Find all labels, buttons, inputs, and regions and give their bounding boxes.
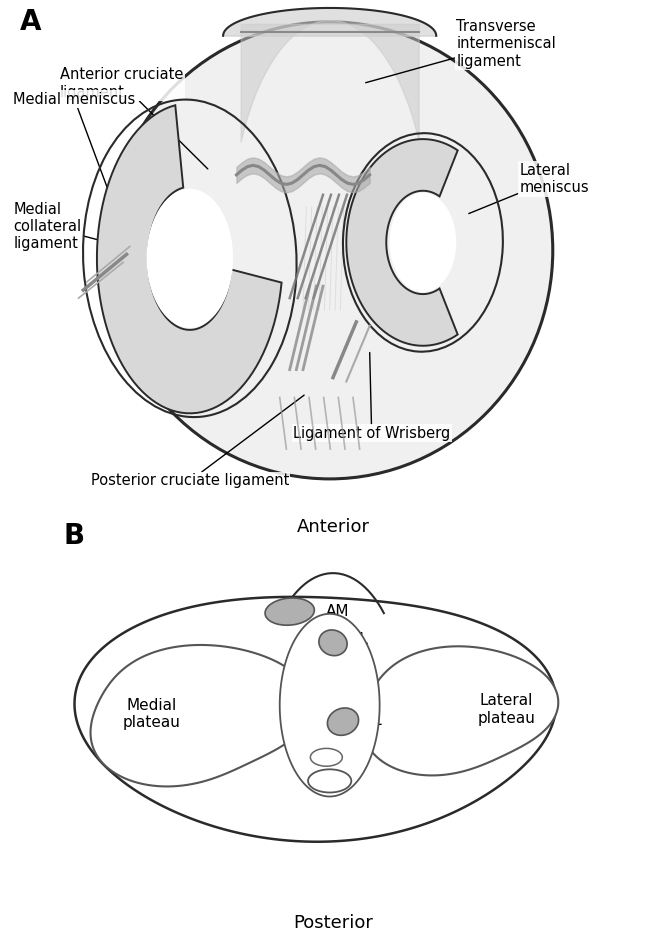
- Text: ACL: ACL: [302, 650, 321, 680]
- Polygon shape: [362, 647, 558, 775]
- Polygon shape: [223, 8, 436, 36]
- Text: Posterior cruciate ligament: Posterior cruciate ligament: [91, 395, 304, 488]
- Polygon shape: [75, 597, 556, 842]
- Text: PL: PL: [365, 713, 383, 728]
- Text: Anterior: Anterior: [296, 518, 370, 536]
- Ellipse shape: [390, 192, 456, 292]
- Text: B: B: [63, 522, 85, 551]
- Ellipse shape: [147, 189, 233, 328]
- Text: PM: PM: [312, 750, 334, 765]
- Ellipse shape: [310, 748, 342, 766]
- Ellipse shape: [265, 598, 314, 626]
- Text: AM: AM: [326, 604, 350, 619]
- Text: A: A: [20, 8, 41, 36]
- Ellipse shape: [308, 770, 352, 793]
- Text: Lateral
meniscus: Lateral meniscus: [469, 163, 589, 213]
- Text: Ligament of Wrisberg: Ligament of Wrisberg: [293, 353, 450, 441]
- Text: PCL: PCL: [308, 775, 337, 791]
- Polygon shape: [346, 139, 458, 346]
- Text: Anterior cruciate
ligament: Anterior cruciate ligament: [60, 67, 208, 169]
- Text: AL: AL: [350, 632, 368, 647]
- Polygon shape: [91, 645, 312, 787]
- Polygon shape: [97, 105, 282, 413]
- Polygon shape: [280, 614, 380, 796]
- Text: Posterior: Posterior: [293, 915, 373, 933]
- Text: Transverse
intermeniscal
ligament: Transverse intermeniscal ligament: [366, 19, 556, 82]
- Ellipse shape: [319, 629, 347, 656]
- Ellipse shape: [328, 708, 358, 736]
- Text: Lateral
plateau: Lateral plateau: [478, 693, 535, 726]
- Ellipse shape: [107, 22, 553, 479]
- Text: Medial
plateau: Medial plateau: [123, 698, 180, 730]
- Text: Medial
collateral
ligament: Medial collateral ligament: [13, 202, 121, 251]
- Text: Medial meniscus: Medial meniscus: [13, 92, 136, 192]
